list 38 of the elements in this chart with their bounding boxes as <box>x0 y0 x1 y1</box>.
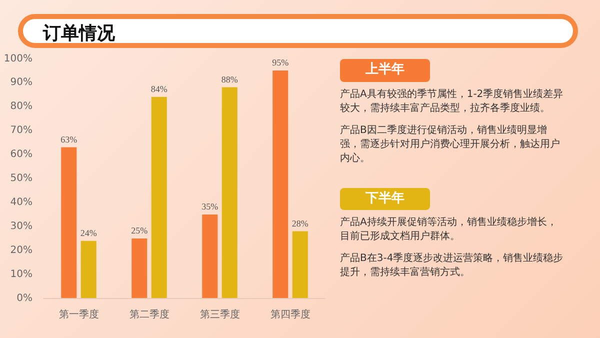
y-tick-label: 0% <box>16 293 33 304</box>
bar <box>202 214 218 298</box>
y-tick-label: 20% <box>10 245 33 256</box>
bar <box>151 96 167 298</box>
data-label: 28% <box>292 218 309 228</box>
data-label: 88% <box>221 74 238 84</box>
data-label: 35% <box>202 202 219 212</box>
text: 产品A持续开展促销等活动，销售业绩稳步增长，目前已形成文档用户群体。 <box>340 216 558 244</box>
y-tick-label: 40% <box>10 197 33 208</box>
text: 产品A具有较强的季节属性，1-2季度销售业绩差异较大，需持续丰富产品类型，拉齐各季度业绩。 <box>340 88 564 116</box>
text: 下半年 <box>340 188 430 210</box>
bar <box>292 231 308 298</box>
bar <box>80 240 96 298</box>
text: 产品B因二季度进行促销活动，销售业绩明显增强，需逐步针对用户消费心理开展分析，触达用户内心。 <box>340 124 561 166</box>
data-label: 84% <box>150 84 168 94</box>
data-label: 95% <box>272 58 290 68</box>
text: 上半年 <box>340 59 430 82</box>
x-tick-label: 第一季度 <box>58 308 99 320</box>
data-label: 24% <box>80 228 98 238</box>
bar <box>132 238 148 298</box>
y-tick-label: 30% <box>10 221 33 232</box>
y-tick-label: 50% <box>10 173 33 184</box>
bar <box>272 70 288 298</box>
text: 产品B在3-4季度逐步改进运营策略，销售业绩稳步提升，需持续丰富营销方式。 <box>340 252 564 280</box>
y-tick-label: 100% <box>4 54 33 64</box>
x-tick-label: 第二季度 <box>129 308 170 320</box>
y-tick-label: 10% <box>10 269 33 280</box>
y-tick-label: 70% <box>10 125 33 136</box>
x-tick-label: 第三季度 <box>200 308 240 320</box>
y-tick-label: 80% <box>10 101 33 112</box>
chart-title: 订单情况 <box>43 22 115 46</box>
data-label: 63% <box>60 134 78 144</box>
bar <box>222 87 238 298</box>
y-tick-label: 90% <box>10 77 33 88</box>
y-tick-label: 60% <box>10 149 33 160</box>
data-label: 25% <box>131 226 148 236</box>
bar <box>61 147 77 298</box>
x-tick-label: 第四季度 <box>270 308 310 320</box>
